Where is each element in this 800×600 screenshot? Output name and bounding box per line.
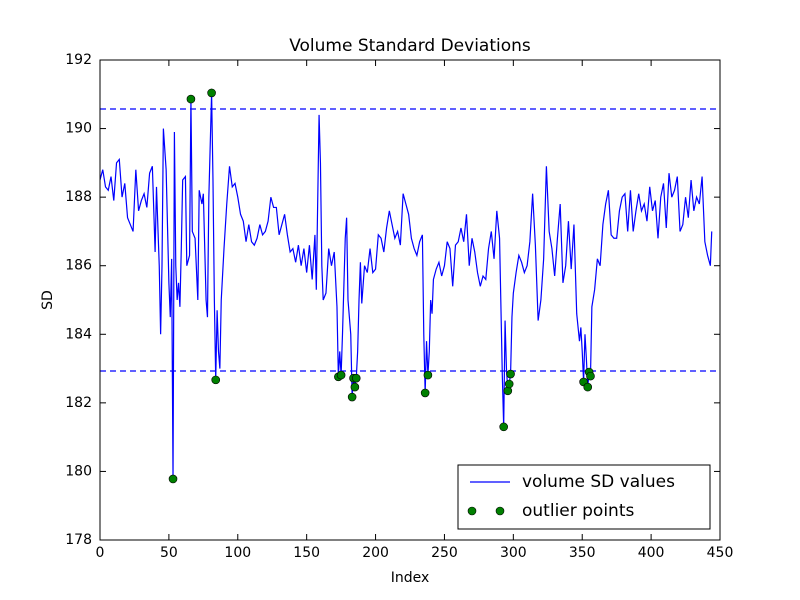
- x-tick-label: 0: [96, 545, 105, 561]
- plot-frame: [99, 59, 721, 541]
- legend-swatch: [495, 506, 505, 516]
- outlier-point: [583, 382, 593, 392]
- outlier-point: [211, 375, 221, 385]
- outlier-point: [586, 371, 595, 381]
- y-tick-label: 184: [65, 326, 92, 342]
- x-tick-label: 300: [500, 545, 527, 561]
- x-tick-label: 350: [569, 545, 596, 561]
- outlier-point: [347, 392, 357, 402]
- data-line: [100, 92, 713, 479]
- y-tick-label: 180: [65, 463, 92, 479]
- legend-swatch: [467, 506, 477, 516]
- outlier-point: [186, 94, 196, 104]
- outlier-point: [168, 474, 178, 484]
- y-axis-label: SD: [40, 290, 56, 310]
- chart-title: Volume Standard Deviations: [289, 36, 531, 56]
- outlier-point: [207, 88, 216, 98]
- outlier-point: [506, 369, 515, 379]
- y-tick-label: 190: [65, 121, 92, 137]
- outlier-point: [351, 373, 361, 383]
- y-tick-label: 186: [65, 258, 92, 274]
- y-tick-label: 178: [65, 532, 92, 548]
- y-tick-label: 182: [65, 395, 92, 411]
- plot-area: [100, 92, 720, 479]
- legend-box: [457, 464, 711, 530]
- y-tick-label: 192: [65, 52, 92, 68]
- x-tick-label: 450: [707, 545, 734, 561]
- x-tick-label: 250: [431, 545, 458, 561]
- outlier-point: [499, 422, 508, 432]
- x-tick-label: 400: [638, 545, 665, 561]
- outlier-point: [420, 388, 430, 398]
- outlier-point: [336, 370, 346, 380]
- y-tick-label: 188: [65, 189, 92, 205]
- x-tick-label: 100: [224, 545, 251, 561]
- outlier-point: [504, 379, 514, 389]
- legend-label: outlier points: [522, 501, 634, 521]
- x-tick-label: 150: [293, 545, 320, 561]
- outlier-point: [350, 382, 360, 392]
- x-axis-label: Index: [391, 570, 430, 586]
- x-tick-label: 50: [160, 545, 178, 561]
- x-tick-label: 200: [362, 545, 389, 561]
- outlier-point: [423, 370, 433, 380]
- legend-label: volume SD values: [522, 472, 675, 492]
